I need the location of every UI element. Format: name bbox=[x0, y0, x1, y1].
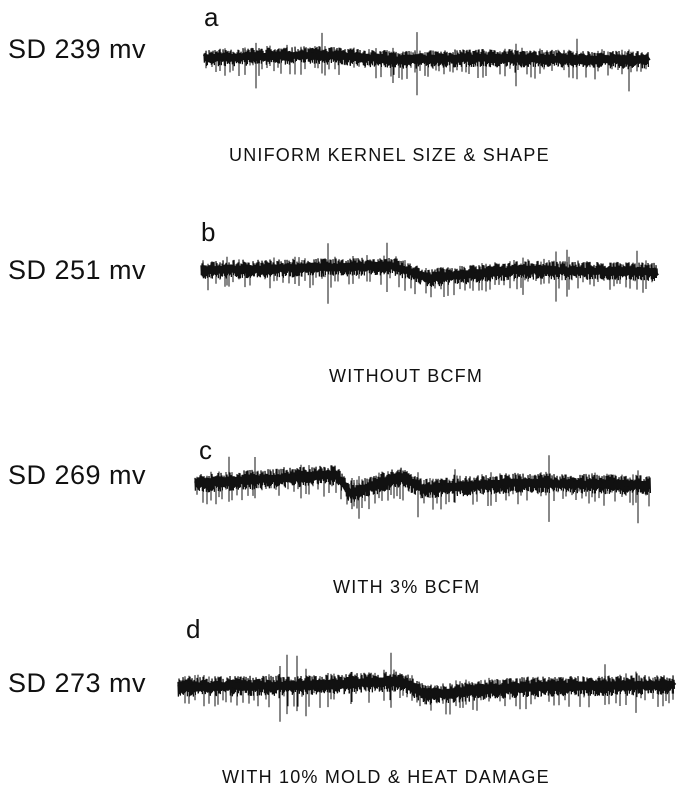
trace-spikes bbox=[205, 32, 647, 96]
panel-letter-a: a bbox=[204, 2, 219, 32]
trace-spikes bbox=[196, 455, 650, 524]
trace-spikes bbox=[179, 652, 674, 722]
sd-label-d: SD 273 mv bbox=[8, 668, 147, 698]
panel-letter-b: b bbox=[201, 217, 216, 247]
signal-trace-c bbox=[194, 455, 652, 524]
panel-letter-d: d bbox=[186, 614, 201, 644]
sd-label-c: SD 269 mv bbox=[8, 460, 147, 490]
caption-a: UNIFORM KERNEL SIZE & SHAPE bbox=[229, 145, 550, 165]
sd-label-b: SD 251 mv bbox=[8, 255, 147, 285]
caption-d: WITH 10% MOLD & HEAT DAMAGE bbox=[222, 767, 550, 787]
panel-letter-c: c bbox=[199, 435, 212, 465]
caption-b: WITHOUT BCFM bbox=[329, 366, 484, 386]
trace-spikes bbox=[202, 242, 653, 304]
caption-c: WITH 3% BCFM bbox=[333, 577, 481, 597]
signal-trace-a bbox=[203, 32, 651, 96]
signal-trace-d bbox=[177, 652, 677, 722]
signal-trace-b bbox=[200, 242, 659, 304]
sd-label-a: SD 239 mv bbox=[8, 34, 147, 64]
